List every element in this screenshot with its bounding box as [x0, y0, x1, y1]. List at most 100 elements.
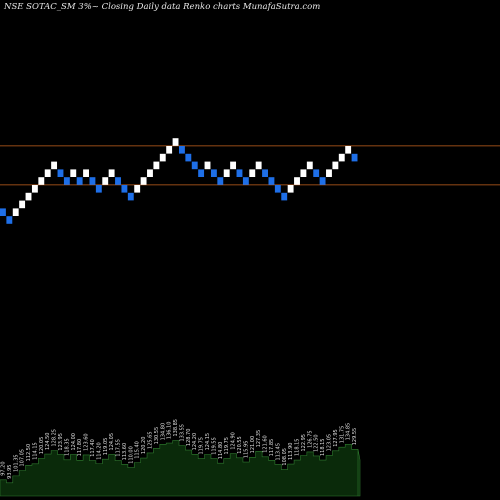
volume-label: 131.75	[339, 426, 345, 444]
volume-label: 117.80	[77, 439, 83, 457]
volume-label: 114.80	[218, 442, 224, 460]
renko-brick	[332, 161, 339, 170]
volume-label: 108.05	[282, 448, 288, 466]
renko-brick	[134, 185, 141, 193]
volume-area	[0, 440, 361, 497]
volume-label: 136.10	[167, 422, 173, 440]
renko-brick	[313, 169, 320, 177]
renko-brick	[210, 169, 217, 177]
chart-title: NSE SOTAC_SM 3%~ Closing Daily data Renk…	[4, 2, 321, 12]
renko-brick	[268, 177, 275, 185]
renko-brick	[306, 161, 313, 170]
volume-label: 118.15	[295, 439, 301, 457]
renko-brick	[70, 169, 77, 177]
volume-label: 121.60	[263, 435, 269, 453]
volume-label: 114.20	[96, 442, 102, 460]
volume-label: 120.20	[141, 437, 147, 455]
volume-label: 97.20	[0, 461, 6, 475]
volume-label: 124.15	[205, 433, 211, 451]
renko-brick	[338, 153, 345, 162]
renko-brick	[294, 177, 300, 185]
volume-label: 128.25	[52, 429, 58, 447]
renko-brick	[12, 208, 19, 216]
volume-label: 120.55	[237, 436, 243, 454]
volume-label: 119.75	[199, 437, 205, 455]
volume-label: 128.70	[186, 429, 192, 447]
volume-label: 113.60	[122, 443, 128, 461]
volume-label: 122.95	[301, 434, 307, 452]
volume-label: 117.40	[90, 439, 96, 457]
renko-brick	[19, 200, 26, 209]
renko-brick	[0, 208, 6, 216]
renko-brick	[242, 177, 249, 185]
volume-label: 138.85	[173, 419, 179, 437]
renko-brick	[287, 185, 294, 193]
renko-brick	[115, 177, 121, 185]
volume-label: 115.40	[135, 441, 141, 459]
volume-label: 112.50	[26, 444, 32, 462]
volume-label: 124.50	[45, 433, 51, 451]
renko-brick	[255, 161, 262, 170]
volume-label: 118.35	[64, 438, 70, 456]
renko-brick	[281, 192, 288, 201]
volume-label: 124.05	[109, 433, 115, 451]
renko-brick	[217, 177, 224, 185]
volume-label: 114.15	[32, 442, 38, 460]
volume-label: 124.90	[231, 432, 237, 450]
volume-label: 124.00	[71, 433, 77, 451]
volume-label: 119.55	[211, 437, 217, 455]
renko-brick	[223, 169, 230, 177]
volume-label: 113.90	[288, 443, 294, 461]
volume-label: 127.95	[333, 429, 339, 447]
renko-brick	[121, 185, 128, 193]
volume-label: 119.05	[103, 438, 109, 456]
renko-brick	[191, 161, 198, 170]
renko-brick	[153, 161, 160, 170]
renko-brick	[300, 169, 307, 177]
volume-label: 119.75	[224, 437, 230, 455]
volume-label: 127.35	[256, 430, 262, 448]
renko-brick	[140, 177, 147, 185]
renko-brick	[38, 177, 45, 185]
renko-brick	[179, 146, 185, 154]
renko-brick	[25, 192, 32, 201]
volume-label: 107.05	[20, 449, 26, 467]
volume-label: 134.85	[346, 423, 352, 441]
renko-brick	[102, 177, 109, 185]
renko-brick	[262, 169, 268, 177]
renko-brick	[76, 177, 83, 185]
volume-label: 126.75	[307, 430, 313, 448]
renko-brick	[351, 153, 358, 162]
renko-brick	[63, 177, 70, 185]
volume-label: 93.95	[7, 465, 13, 479]
volume-label: 123.95	[58, 433, 64, 451]
renko-brick	[159, 153, 166, 162]
renko-brick	[172, 138, 179, 146]
renko-brick	[198, 169, 205, 177]
volume-label: 101.35	[13, 454, 19, 472]
volume-label: 121.00	[250, 436, 256, 454]
renko-brick	[326, 169, 332, 177]
volume-label: 117.85	[269, 439, 275, 457]
volume-label: 134.80	[160, 423, 166, 441]
renko-brick	[57, 169, 64, 177]
volume-label: 110.00	[128, 446, 134, 464]
volume-label: 130.55	[154, 427, 160, 445]
renko-brick	[95, 185, 102, 193]
volume-label: 113.45	[275, 443, 281, 461]
renko-brick	[31, 185, 38, 193]
volume-label: 123.05	[327, 434, 333, 452]
renko-brick	[166, 146, 173, 154]
renko-brick	[319, 177, 326, 185]
volume-label: 118.15	[320, 439, 326, 457]
renko-brick	[83, 169, 89, 177]
renko-brick	[89, 177, 96, 185]
renko-brick	[51, 161, 58, 170]
renko-brick	[6, 216, 13, 224]
renko-brick	[236, 169, 243, 177]
renko-brick	[185, 153, 192, 162]
volume-label: 120.05	[39, 437, 45, 455]
renko-brick	[274, 185, 281, 193]
renko-brick	[230, 161, 237, 170]
